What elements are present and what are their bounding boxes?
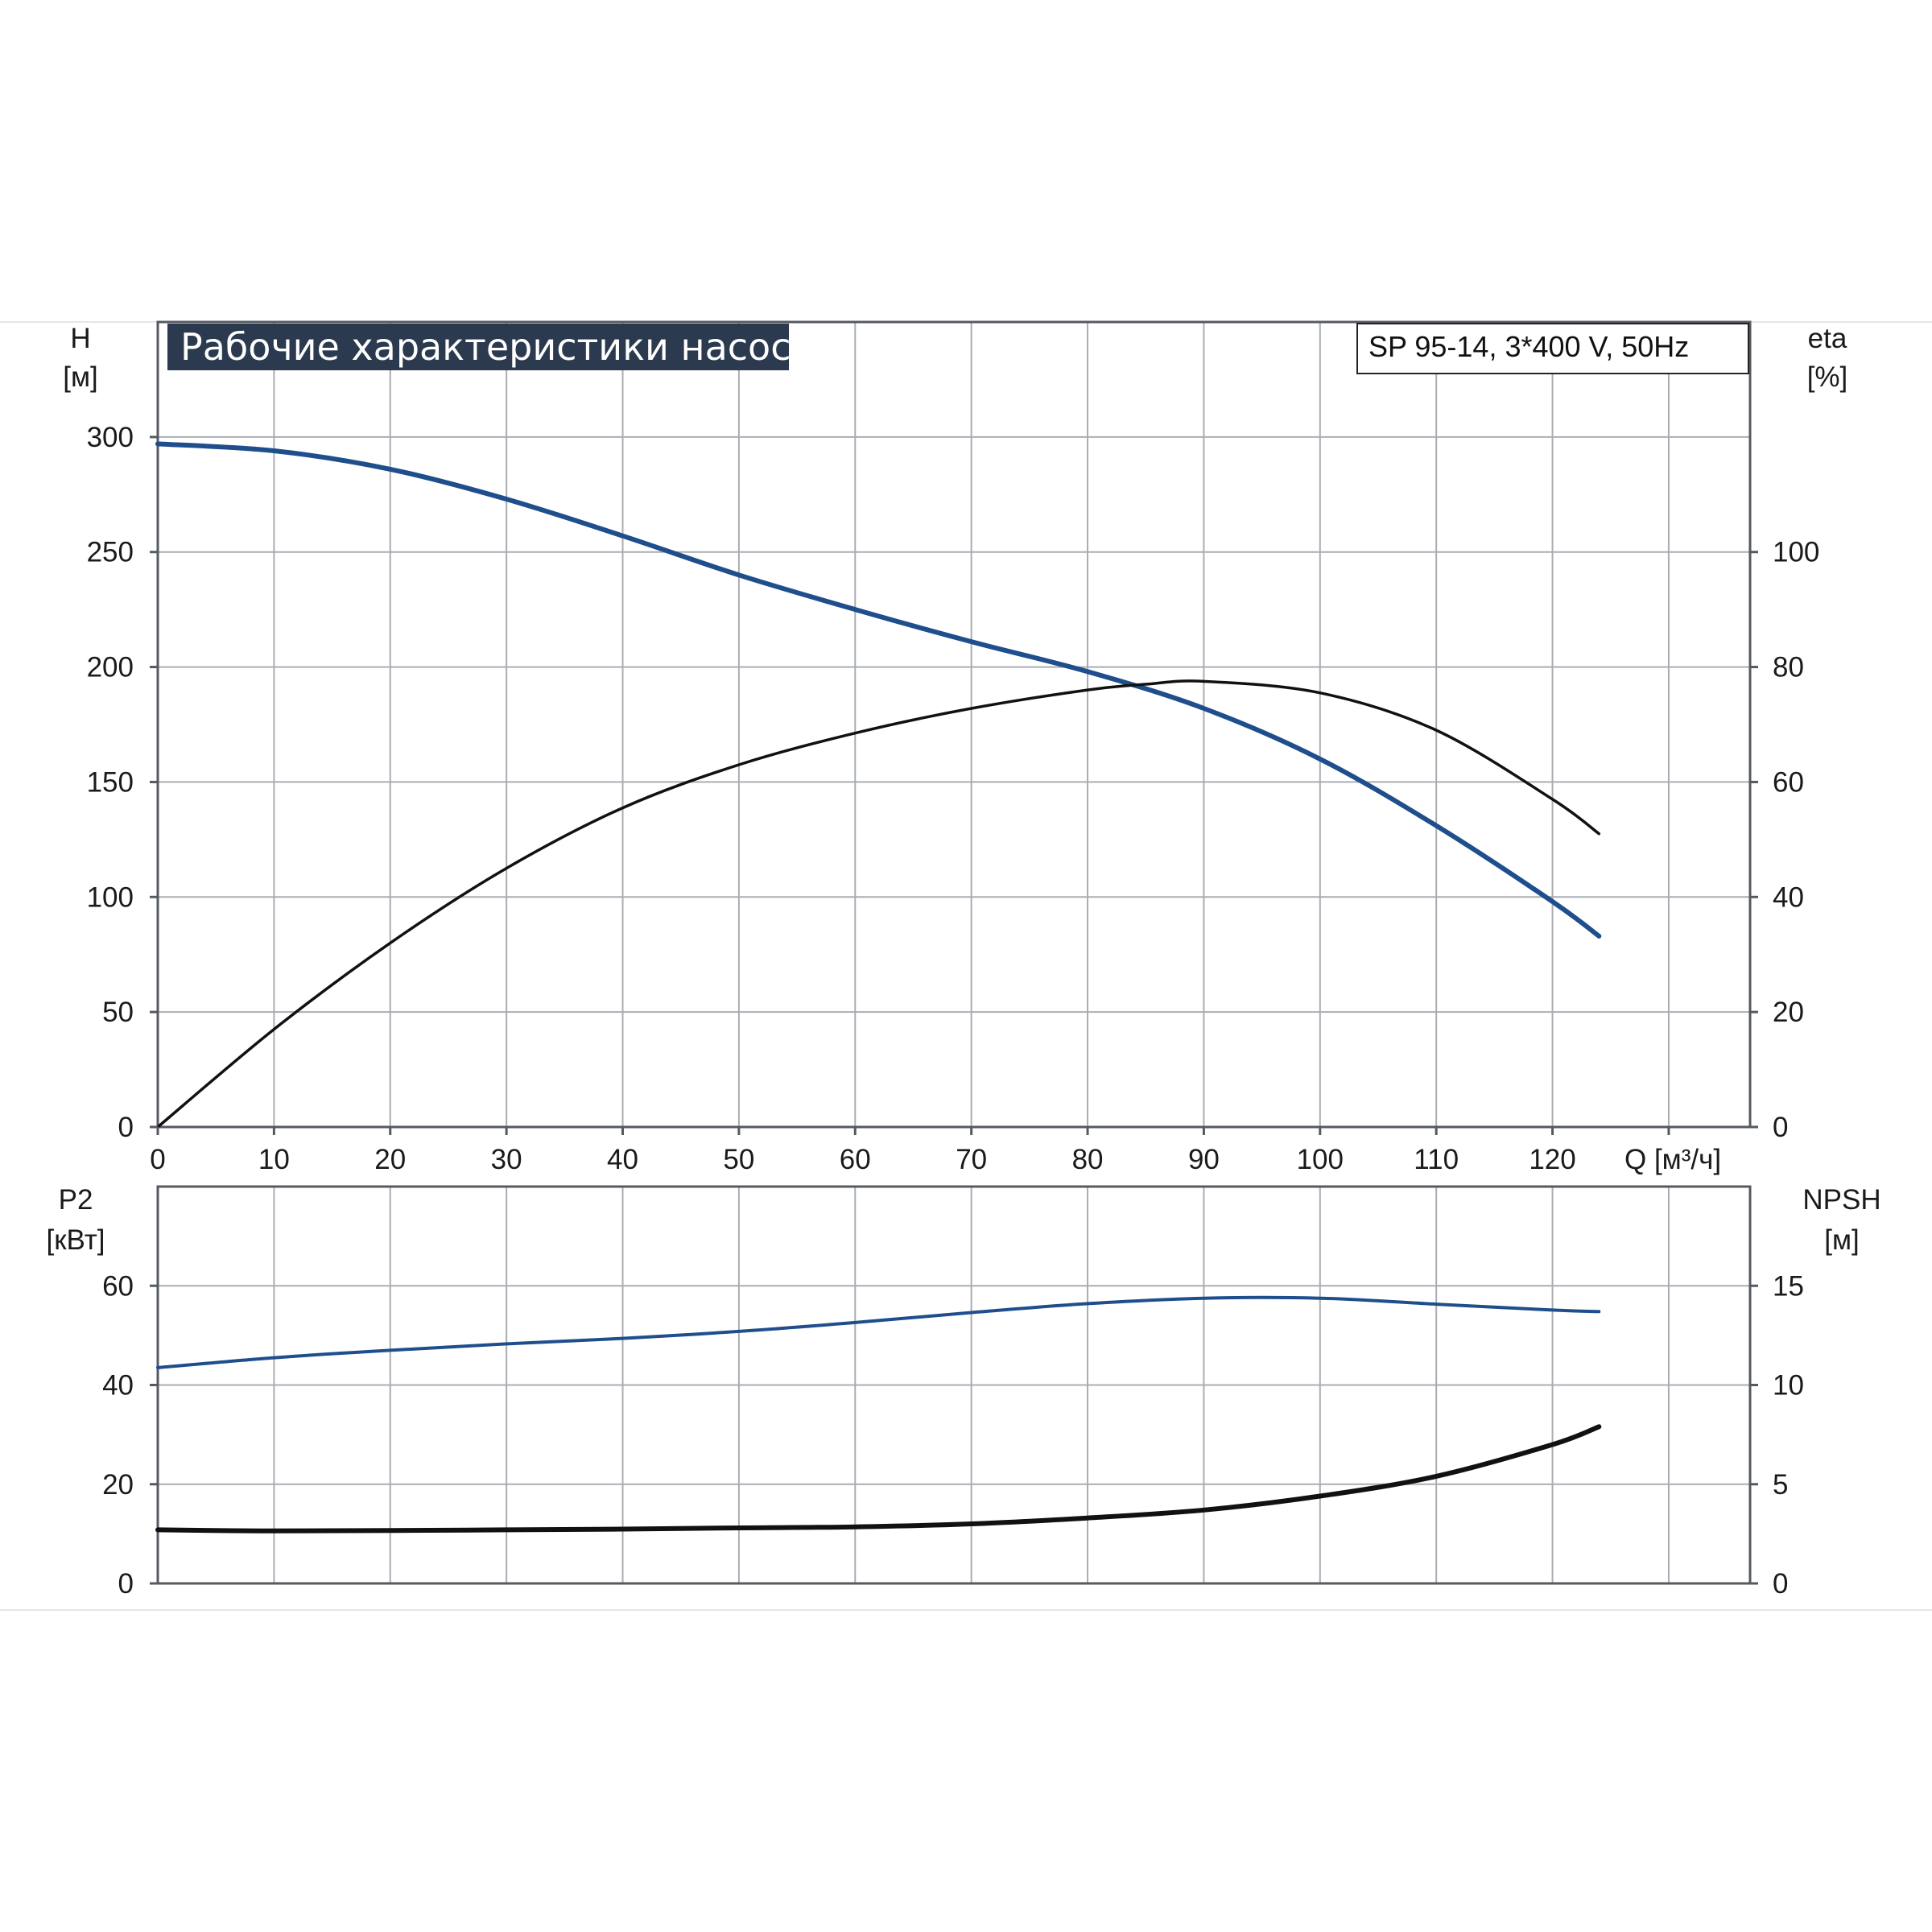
y-tick-label: 60 (102, 1270, 134, 1302)
y-tick-label: 20 (102, 1469, 134, 1501)
y-tick-label: 250 (87, 537, 134, 568)
x-tick-label: 100 (1297, 1144, 1344, 1175)
power-axis-label-name: P2 (59, 1184, 93, 1216)
x-tick-label: 120 (1529, 1144, 1575, 1175)
top-panel-grid (158, 322, 1750, 1127)
x-tick-label: 90 (1188, 1144, 1220, 1175)
y-tick-label: 60 (1773, 766, 1804, 798)
head-axis-label-unit: [м] (63, 361, 98, 393)
y-tick-label: 40 (102, 1370, 134, 1402)
y-tick-label: 0 (118, 1112, 134, 1143)
x-axis-ticks: 0 10 20 30 40 50 60 70 80 90 100 110 120 (150, 1127, 1670, 1175)
y-tick-label: 200 (87, 652, 134, 683)
y-tick-label: 40 (1773, 881, 1804, 913)
y-tick-label: 50 (102, 997, 134, 1028)
x-tick-label: 40 (607, 1144, 638, 1175)
efficiency-axis-label-name: eta (1808, 323, 1847, 354)
power-axis-ticks: 0 20 40 60 (102, 1270, 158, 1600)
y-tick-label: 5 (1773, 1469, 1788, 1501)
x-tick-label: 0 (150, 1144, 165, 1175)
npsh-curve (155, 1424, 1602, 1534)
y-tick-label: 10 (1773, 1370, 1804, 1402)
y-tick-label: 100 (87, 881, 134, 913)
x-tick-label: 60 (840, 1144, 871, 1175)
chart-title-background (167, 324, 789, 370)
head-curve (155, 441, 1602, 939)
y-tick-label: 20 (1773, 997, 1804, 1028)
power-curve (156, 1295, 1601, 1369)
x-tick-label: 30 (491, 1144, 522, 1175)
y-tick-label: 0 (1773, 1568, 1788, 1600)
top-panel-frame (156, 320, 1752, 1129)
y-tick-label: 80 (1773, 652, 1804, 683)
head-axis-ticks: 0 50 100 150 200 250 300 (87, 422, 158, 1143)
x-tick-label: 110 (1414, 1144, 1459, 1175)
npsh-axis-ticks: 0 5 10 15 (1750, 1270, 1804, 1600)
x-tick-label: 20 (374, 1144, 406, 1175)
npsh-axis-label-name: NPSH (1802, 1184, 1880, 1216)
bottom-panel-curves (155, 1295, 1602, 1534)
efficiency-axis-label-unit: [%] (1807, 361, 1848, 393)
pump-label-box (1356, 323, 1749, 374)
chart-title: Рабочие характеристики насоса (180, 325, 814, 369)
x-tick-label: 70 (956, 1144, 987, 1175)
y-tick-label: 0 (1773, 1112, 1788, 1143)
pump-label: SP 95-14, 3*400 V, 50Hz (1368, 330, 1689, 363)
efficiency-curve (156, 679, 1601, 1129)
efficiency-axis-ticks: 0 20 40 60 80 100 (1750, 537, 1819, 1143)
head-axis-label-name: H (70, 323, 90, 354)
top-panel-curves (155, 441, 1602, 1129)
x-axis-label: Q [м³/ч] (1624, 1144, 1721, 1175)
y-tick-label: 15 (1773, 1270, 1804, 1302)
x-tick-label: 10 (258, 1144, 290, 1175)
power-axis-label-unit: [кВт] (47, 1224, 105, 1256)
npsh-axis-label-unit: [м] (1824, 1224, 1860, 1256)
y-tick-label: 100 (1773, 537, 1819, 568)
x-tick-label: 50 (723, 1144, 754, 1175)
x-tick-label: 80 (1072, 1144, 1104, 1175)
y-tick-label: 150 (87, 766, 134, 798)
y-tick-label: 300 (87, 422, 134, 453)
y-tick-label: 0 (118, 1568, 134, 1600)
